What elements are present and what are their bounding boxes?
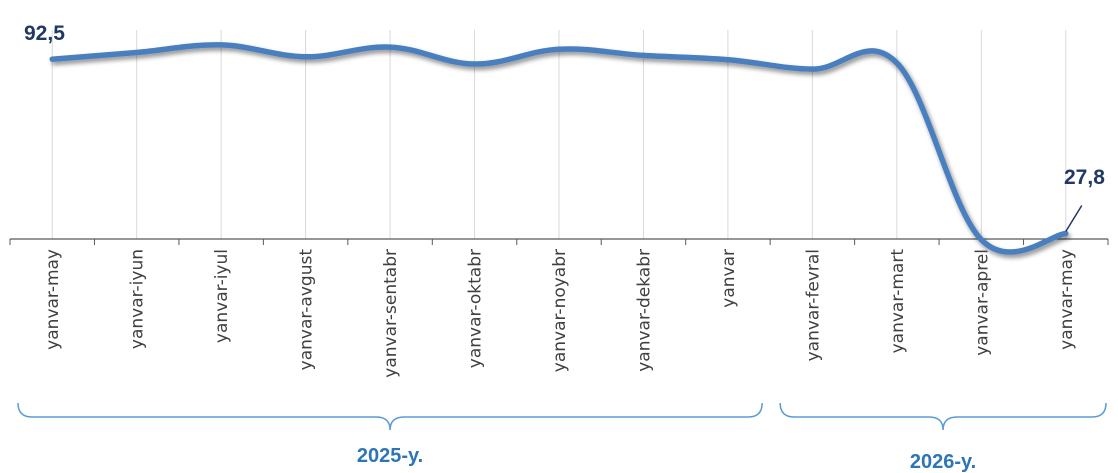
x-tick-labels: yanvar-may yanvar-iyun yanvar-iyul yanvar-a… xyxy=(43,249,1077,378)
gridlines xyxy=(51,30,1067,239)
data-labels: 92,5 27,8 xyxy=(24,22,1105,232)
x-tick-label: yanvar-iyul xyxy=(212,249,232,343)
group-brace xyxy=(17,402,763,431)
x-tick-label: yanvar-may xyxy=(1057,249,1077,350)
data-label-first: 92,5 xyxy=(24,22,65,45)
group-brace xyxy=(779,402,1107,431)
x-tick-label: yanvar-may xyxy=(43,249,63,350)
x-axis xyxy=(9,238,1109,245)
x-tick-label: yanvar-avgust xyxy=(297,249,317,371)
x-tick-label: yanvar-noyabr xyxy=(550,249,570,372)
series-line-0 xyxy=(49,42,1069,255)
x-tick-label: yanvar-fevral xyxy=(803,249,823,361)
group-label: 2025-y. xyxy=(357,445,423,467)
x-tick-label: yanvar-oktabr xyxy=(466,249,486,368)
series-layer xyxy=(49,42,1069,255)
x-tick-label: yanvar-mart xyxy=(888,249,908,354)
data-label-leader xyxy=(1065,205,1083,232)
x-tick-label: yanvar-iyun xyxy=(128,249,148,349)
year-groups: 2025-y. 2026-y. xyxy=(17,402,1107,473)
data-label-last: 27,8 xyxy=(1064,166,1105,189)
group-label: 2026-y. xyxy=(910,451,976,473)
x-tick-label: yanvar-aprel xyxy=(972,249,992,356)
x-tick-label: yanvar-dekabr xyxy=(634,249,654,372)
x-tick-label: yanvar xyxy=(719,249,739,308)
x-tick-label: yanvar-sentabr xyxy=(381,249,401,378)
